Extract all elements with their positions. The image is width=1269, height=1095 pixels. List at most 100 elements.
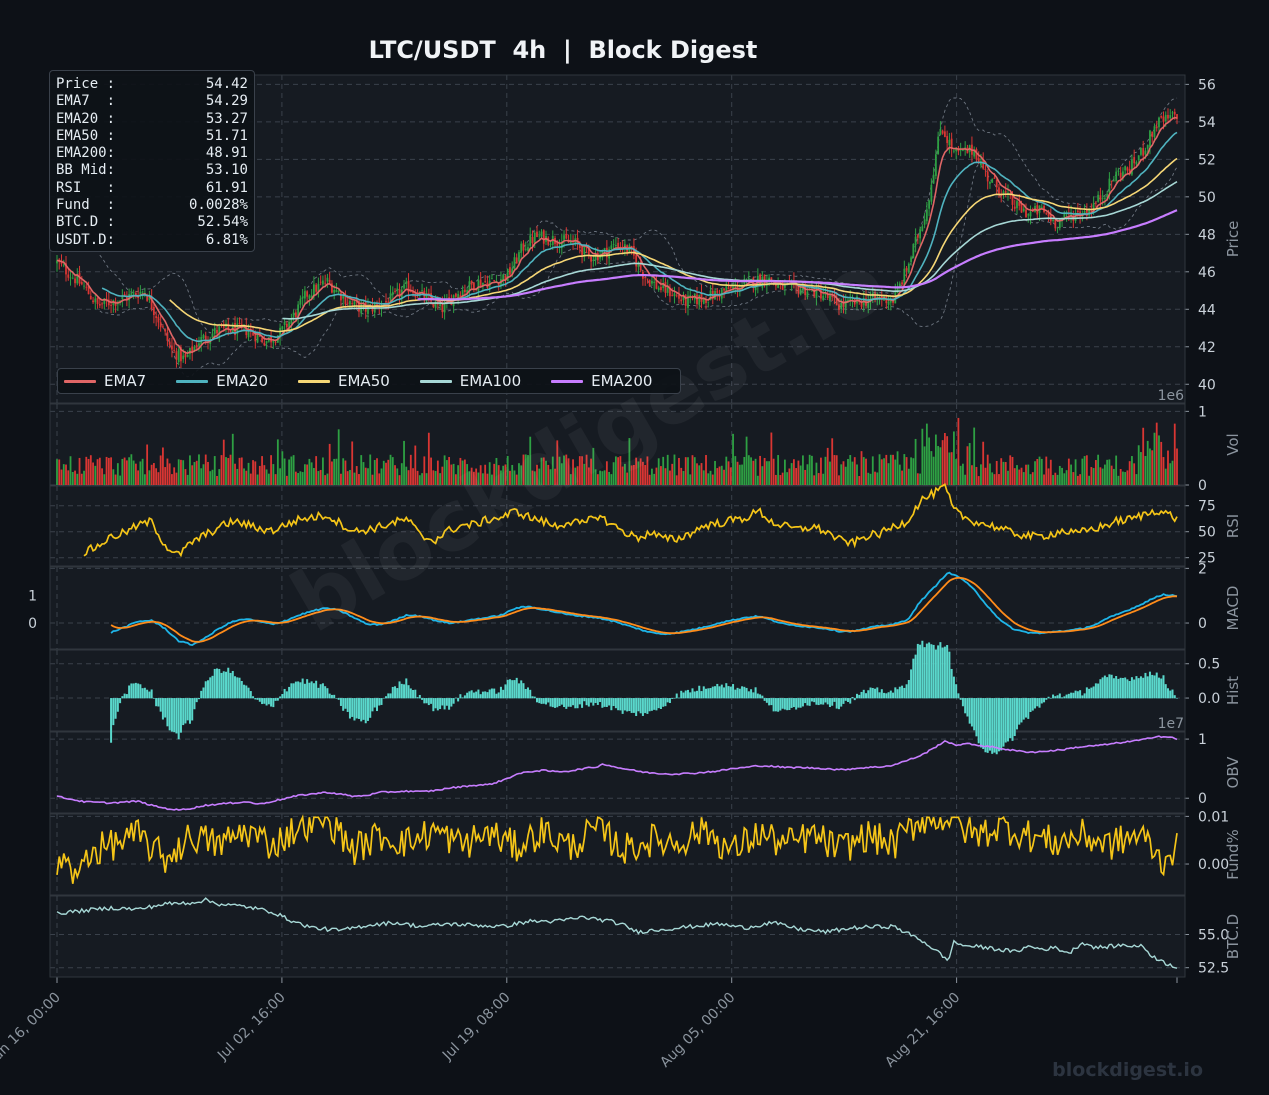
- hist-bar: [1065, 694, 1068, 699]
- hist-bar: [229, 672, 232, 699]
- hist-bar: [1011, 698, 1014, 741]
- volume-bar: [937, 446, 940, 485]
- hist-bar: [617, 698, 620, 711]
- hist-bar: [486, 692, 489, 699]
- hist-bar: [1052, 694, 1055, 699]
- hist-bar: [261, 698, 264, 705]
- legend-swatch: [419, 379, 452, 383]
- hist-bar: [373, 698, 376, 708]
- x-tick-label: Jun 16, 00:00: [0, 990, 64, 1068]
- volume-bar: [831, 438, 834, 485]
- hist-bar: [1151, 674, 1154, 699]
- hist-bar: [459, 694, 462, 699]
- volume-bar: [1173, 423, 1176, 485]
- volume-bar: [1169, 463, 1172, 485]
- candle-body: [218, 326, 221, 334]
- candle-body: [333, 289, 336, 293]
- volume-bar: [515, 474, 518, 485]
- candle-body: [288, 321, 291, 328]
- candle-body: [265, 341, 268, 344]
- candle-body: [252, 332, 254, 336]
- y-tick-label: 52.5: [1198, 961, 1229, 977]
- volume-bar: [955, 459, 958, 485]
- hist-bar: [472, 692, 475, 699]
- volume-bar: [637, 461, 640, 485]
- candle-body: [432, 303, 435, 307]
- volume-bar: [662, 456, 665, 485]
- candle-body: [101, 303, 103, 305]
- hist-bar: [563, 698, 566, 708]
- volume-bar: [189, 455, 191, 485]
- candle-body: [1115, 171, 1118, 182]
- info-row: BTC.D : 52.54%: [56, 214, 248, 231]
- hist-bar: [536, 698, 538, 703]
- hist-bar: [159, 698, 162, 712]
- candle-body: [705, 299, 707, 304]
- volume-bar: [430, 457, 432, 485]
- hist-bar: [991, 698, 994, 754]
- signal-line: [110, 576, 1177, 643]
- candle-body: [716, 290, 719, 293]
- volume-bar: [412, 468, 414, 485]
- hist-bar: [396, 688, 399, 699]
- candle-body: [227, 323, 230, 330]
- volume-bar: [353, 472, 356, 485]
- hist-bar: [587, 698, 590, 707]
- hist-bar: [691, 688, 694, 699]
- candle-body: [69, 277, 72, 279]
- hist-bar: [705, 688, 708, 699]
- volume-bar: [630, 465, 633, 485]
- hist-bar: [725, 683, 728, 699]
- volume-bar: [441, 466, 444, 485]
- y-tick-label-left: 1: [28, 589, 37, 605]
- candle-body: [310, 295, 313, 298]
- candle-body: [67, 274, 70, 278]
- volume-bar: [173, 467, 176, 485]
- hist-bar: [903, 687, 906, 699]
- candle-body: [164, 329, 167, 332]
- info-value: 6.81%: [205, 231, 248, 248]
- volume-bar: [669, 470, 671, 485]
- hist-bar: [490, 688, 493, 699]
- candle-body: [155, 316, 158, 318]
- candle-body: [421, 290, 423, 292]
- candle-body: [660, 287, 662, 291]
- volume-bar: [114, 474, 117, 485]
- volume-bar: [569, 474, 572, 485]
- candle-body: [802, 286, 804, 291]
- hist-bar: [328, 693, 331, 699]
- volume-bar: [373, 459, 376, 485]
- volume-bars: [56, 417, 1178, 485]
- hist-bar: [1072, 692, 1075, 699]
- hist-bar: [481, 691, 484, 699]
- candle-body: [247, 332, 250, 338]
- volume-bar: [71, 472, 74, 485]
- volume-bar: [184, 469, 187, 485]
- hist-bar: [222, 671, 225, 699]
- hist-bar: [353, 698, 356, 721]
- volume-bar: [716, 468, 719, 485]
- volume-bar: [1083, 456, 1086, 485]
- volume-bar: [290, 456, 293, 485]
- volume-bar: [263, 465, 266, 485]
- candle-body: [1113, 180, 1115, 182]
- candle-body: [337, 291, 340, 293]
- hist-bar: [213, 668, 216, 699]
- volume-bar: [646, 456, 649, 485]
- info-row: EMA200: 48.91: [56, 145, 248, 162]
- hist-bar: [200, 690, 203, 699]
- hist-bar: [116, 698, 119, 712]
- volume-bar: [1117, 475, 1120, 485]
- volume-bar: [1135, 474, 1138, 485]
- candle-body: [283, 321, 286, 325]
- x-tick-label: Jul 19, 08:00: [439, 990, 514, 1065]
- volume-bar: [705, 455, 707, 485]
- volume-bar: [968, 443, 971, 485]
- hist-bar: [711, 686, 714, 699]
- hist-bar: [529, 689, 532, 699]
- hist-bar: [227, 667, 230, 699]
- hist-bar: [912, 658, 915, 699]
- volume-bar: [1027, 464, 1030, 485]
- volume-bar: [500, 470, 502, 485]
- volume-bar: [524, 454, 527, 485]
